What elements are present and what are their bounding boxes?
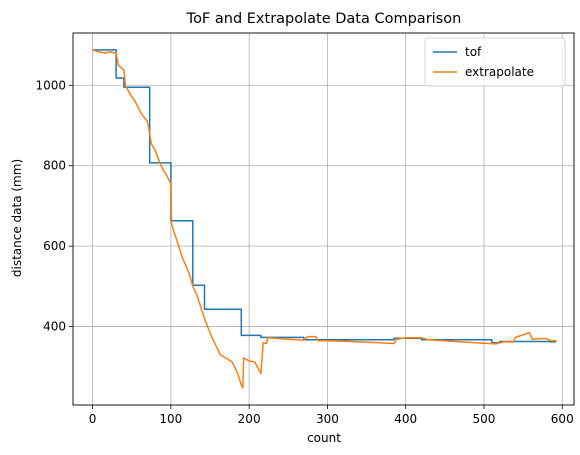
legend-label-extrapolate: extrapolate [465, 65, 534, 79]
y-tick-label: 800 [43, 159, 66, 173]
legend-label-tof: tof [465, 45, 482, 59]
y-axis-ticks: 400 600 800 1000 [35, 78, 73, 334]
chart-title: ToF and Extrapolate Data Comparison [186, 11, 462, 27]
y-tick-label: 1000 [35, 78, 66, 92]
y-tick-label: 400 [43, 320, 66, 334]
x-axis-ticks: 0 100 200 300 400 500 600 [89, 405, 574, 426]
x-tick-label: 100 [159, 412, 182, 426]
grid-lines [73, 33, 574, 405]
legend: tof extrapolate [424, 37, 566, 87]
x-tick-label: 300 [316, 412, 339, 426]
legend-box [424, 37, 566, 87]
plot-frame [72, 32, 575, 406]
series-layer [92, 49, 557, 389]
x-tick-label: 0 [89, 412, 97, 426]
y-tick-label: 600 [43, 239, 66, 253]
x-tick-label: 400 [394, 412, 417, 426]
series-line-extrapolate [92, 49, 557, 389]
x-tick-label: 600 [551, 412, 574, 426]
series-line-tof [92, 49, 556, 344]
x-axis-label: count [307, 431, 341, 445]
y-axis-label: distance data (mm) [10, 159, 24, 277]
x-tick-label: 500 [473, 412, 496, 426]
x-tick-label: 200 [238, 412, 261, 426]
